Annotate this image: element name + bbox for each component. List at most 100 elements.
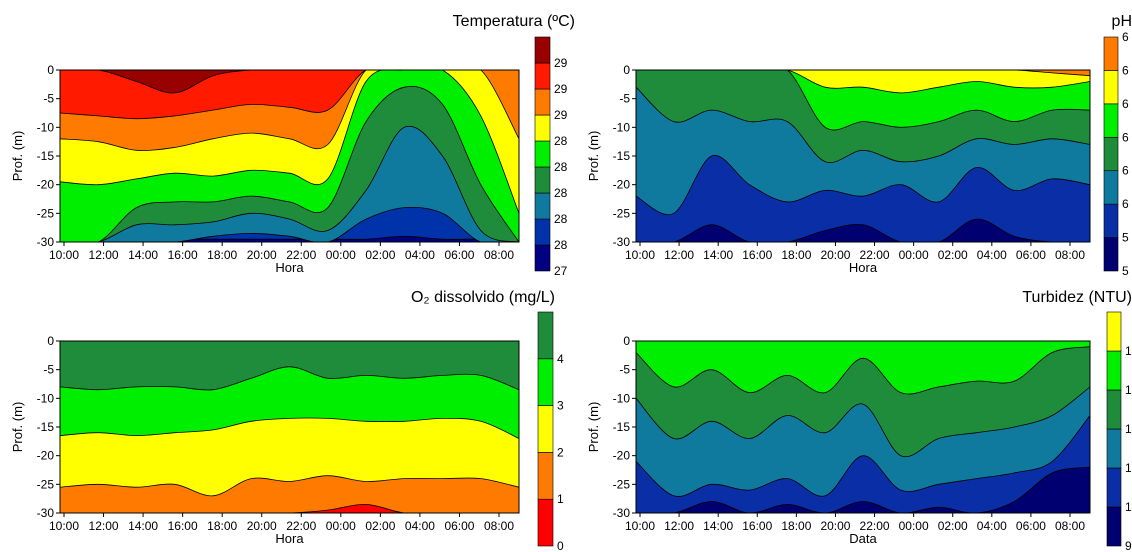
y-tick-label: 0: [47, 63, 54, 77]
chart-title: Turbidez (NTU): [1022, 289, 1132, 306]
colorbar-swatch: [534, 62, 551, 90]
x-tick-label: 08:00: [484, 519, 514, 533]
colorbar-swatch: [1103, 170, 1119, 205]
colorbar-label: 1: [1125, 422, 1132, 436]
y-tick-label: -15: [37, 420, 55, 434]
contour-line: [60, 85, 519, 242]
x-tick-label: 20:00: [820, 248, 850, 262]
colorbar-label: 1: [1125, 500, 1132, 514]
contour-line: [636, 386, 1090, 458]
y-tick-label: 0: [623, 334, 630, 348]
x-axis-label: Hora: [275, 260, 304, 275]
x-tick-label: 18:00: [207, 248, 237, 262]
colorbar-label: 28: [554, 186, 568, 200]
x-axis-label: Data: [849, 531, 877, 546]
colorbar-label: 6: [1122, 63, 1129, 77]
x-tick-label: 20:00: [820, 519, 850, 533]
chart-title: Temperatura (ºC): [453, 13, 575, 30]
x-tick-label: 08:00: [1055, 519, 1085, 533]
colorbar-label: 6: [1122, 97, 1129, 111]
y-tick-label: -10: [613, 391, 631, 405]
colorbar-label: 4: [557, 352, 564, 366]
contour-band-6: [636, 70, 1090, 93]
y-axis-label: Prof. (m): [586, 131, 601, 182]
contour-fills: [60, 70, 519, 242]
x-tick-label: 10:00: [49, 519, 79, 533]
colorbar-label: 5: [1122, 231, 1129, 245]
x-tick-label: 10:00: [625, 248, 655, 262]
y-tick-label: -15: [613, 149, 631, 163]
x-tick-label: 16:00: [168, 519, 198, 533]
colorbar-swatch: [1106, 467, 1122, 508]
colorbar-label: 1: [1125, 383, 1132, 397]
colorbar-label: 29: [554, 56, 568, 70]
colorbar-swatch: [1103, 136, 1119, 172]
colorbar-label: 6: [1122, 164, 1129, 178]
colorbar-swatch: [534, 140, 551, 168]
contour-band-9: [60, 70, 519, 93]
y-tick-label: -20: [613, 178, 631, 192]
contour-line: [636, 155, 1090, 215]
y-axis-label: Prof. (m): [10, 402, 25, 453]
contour-line: [636, 466, 1090, 513]
colorbar-label: 5: [1122, 264, 1129, 278]
x-axis-label: Hora: [275, 531, 304, 546]
colorbar-label: 6: [1122, 197, 1129, 211]
x-tick-label: 16:00: [168, 248, 198, 262]
contour-line: [636, 346, 1090, 395]
x-tick-label: 02:00: [365, 519, 395, 533]
colorbar-swatch: [537, 498, 554, 547]
contour-band-7: [636, 70, 1090, 76]
colorbar-label: 28: [554, 212, 568, 226]
y-tick-label: -10: [613, 120, 631, 134]
colorbar-swatch: [1106, 428, 1122, 469]
y-tick-label: -20: [37, 449, 55, 463]
contour-fills: [636, 341, 1090, 513]
colorbar-swatch: [537, 452, 554, 500]
colorbar-label: 28: [554, 160, 568, 174]
colorbar-label: 1: [1125, 344, 1132, 358]
x-tick-label: 00:00: [326, 519, 356, 533]
y-tick-label: -30: [613, 235, 631, 249]
contour-band-5: [60, 341, 519, 391]
contour-line: [636, 70, 1090, 94]
contour-line: [60, 366, 519, 391]
colorbar-swatch: [1106, 311, 1122, 352]
colorbar-label: 9: [1125, 539, 1132, 552]
y-axis-label: Prof. (m): [10, 131, 25, 182]
colorbar-swatch: [534, 36, 551, 64]
colorbar-swatch: [1103, 237, 1119, 272]
x-tick-label: 18:00: [207, 519, 237, 533]
x-tick-label: 22:00: [286, 519, 316, 533]
colorbar-swatch: [1103, 103, 1119, 138]
contour-line: [60, 125, 519, 242]
x-tick-label: 22:00: [286, 248, 316, 262]
contour-line: [60, 70, 519, 120]
colorbar-swatch: [534, 218, 551, 246]
x-tick-label: 20:00: [247, 248, 277, 262]
colorbar-swatch: [1103, 36, 1119, 71]
colorbar-swatch: [1103, 203, 1119, 238]
x-tick-label: 10:00: [49, 248, 79, 262]
colorbar-label: 28: [554, 238, 568, 252]
x-tick-label: 22:00: [860, 248, 890, 262]
x-tick-label: 06:00: [1016, 519, 1046, 533]
contour-line: [636, 70, 1090, 131]
colorbar-swatch: [534, 166, 551, 194]
colorbar-label: 27: [554, 264, 568, 278]
colorbar-label: 28: [554, 134, 568, 148]
colorbar-label: 29: [554, 82, 568, 96]
contour-line: [60, 70, 519, 214]
y-axis-label: Prof. (m): [586, 402, 601, 453]
colorbar-label: 2: [557, 445, 564, 459]
chart-title: O₂ dissolvido (mg/L): [411, 289, 555, 306]
colorbar-swatch: [537, 405, 554, 453]
x-tick-label: 04:00: [405, 248, 435, 262]
x-tick-label: 12:00: [664, 519, 694, 533]
contour-line: [60, 70, 519, 94]
colorbar-label: 29: [554, 108, 568, 122]
